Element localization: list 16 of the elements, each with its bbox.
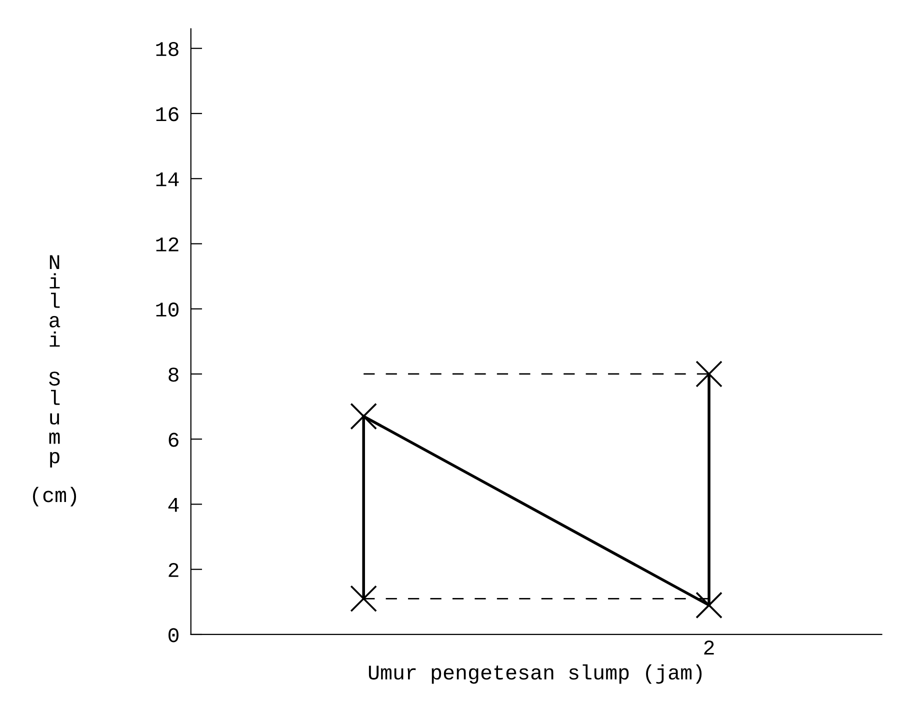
point: [696, 360, 722, 388]
y-tick-label: 16: [156, 107, 178, 122]
point: [696, 592, 722, 619]
y-tick-label: 18: [156, 42, 178, 56]
x-axis-title: Umur pengetesan slump (jam): [368, 664, 702, 684]
point: [350, 402, 378, 430]
text: Nilai Slump (cm): [33, 255, 76, 506]
y-tick-label: 12: [156, 237, 178, 252]
y-tick-label: 8: [168, 368, 178, 382]
y-tick-label: 0: [168, 628, 178, 642]
y-tick-label: 4: [168, 498, 179, 512]
y-tick-label: 6: [168, 432, 178, 447]
point: [350, 585, 378, 612]
y-tick-label: 10: [156, 302, 178, 317]
y-tick-label: 14: [156, 172, 179, 186]
y-tick-label: 2: [168, 562, 178, 577]
